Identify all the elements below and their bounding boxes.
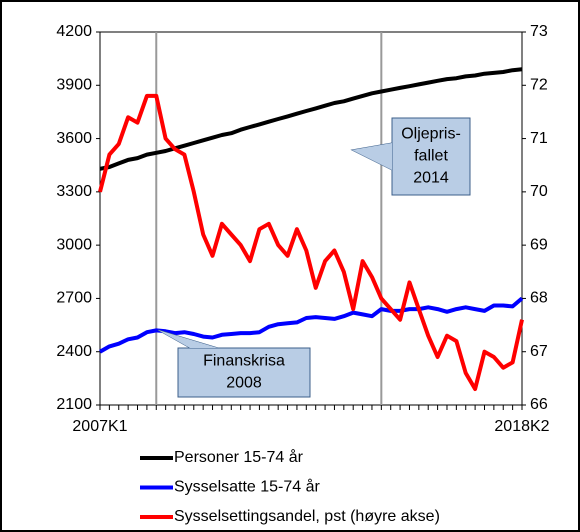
y2-tick-label: 71 (530, 130, 548, 147)
y-tick-label: 3300 (56, 183, 92, 200)
x-tick-label: 2018K2 (494, 418, 549, 435)
callout-text: 2014 (413, 170, 449, 187)
y2-tick-label: 69 (530, 236, 548, 253)
callout-text: Oljepris- (401, 126, 461, 143)
series-line (99, 296, 524, 354)
plot-area (99, 31, 523, 406)
x-tick-label: 2007K1 (72, 418, 127, 435)
y2-tick-label: 72 (530, 77, 548, 94)
y-tick-label: 2100 (56, 396, 92, 413)
series-line (98, 93, 524, 391)
y-tick-label: 2400 (56, 343, 92, 360)
legend-label: Sysselsettingsandel, pst (høyre akse) (174, 508, 440, 525)
y-tick-label: 4200 (56, 23, 92, 40)
callout-text: Finanskrisa (203, 353, 285, 370)
y-tick-label: 3600 (56, 130, 92, 147)
callout: Oljepris-fallet 2014 (350, 117, 471, 196)
series-line (99, 67, 523, 171)
y2-tick-label: 73 (530, 23, 548, 40)
callout-text: 2008 (226, 375, 262, 392)
legend-label: Sysselsatte 15-74 år (174, 478, 321, 496)
y2-tick-label: 70 (530, 183, 548, 200)
y2-tick-label: 67 (530, 343, 548, 360)
y-tick-label: 2700 (56, 290, 92, 307)
legend-label: Personer 15-74 år (174, 448, 304, 466)
y-tick-label: 3900 (56, 77, 92, 94)
callout-pointer (158, 330, 218, 348)
callout-text: fallet (414, 148, 448, 165)
y-tick-label: 3000 (56, 236, 92, 253)
callout: Finanskrisa 2008 (157, 329, 311, 398)
y2-tick-label: 66 (530, 396, 548, 413)
callout-pointer (352, 143, 392, 170)
y2-tick-label: 68 (530, 290, 548, 307)
